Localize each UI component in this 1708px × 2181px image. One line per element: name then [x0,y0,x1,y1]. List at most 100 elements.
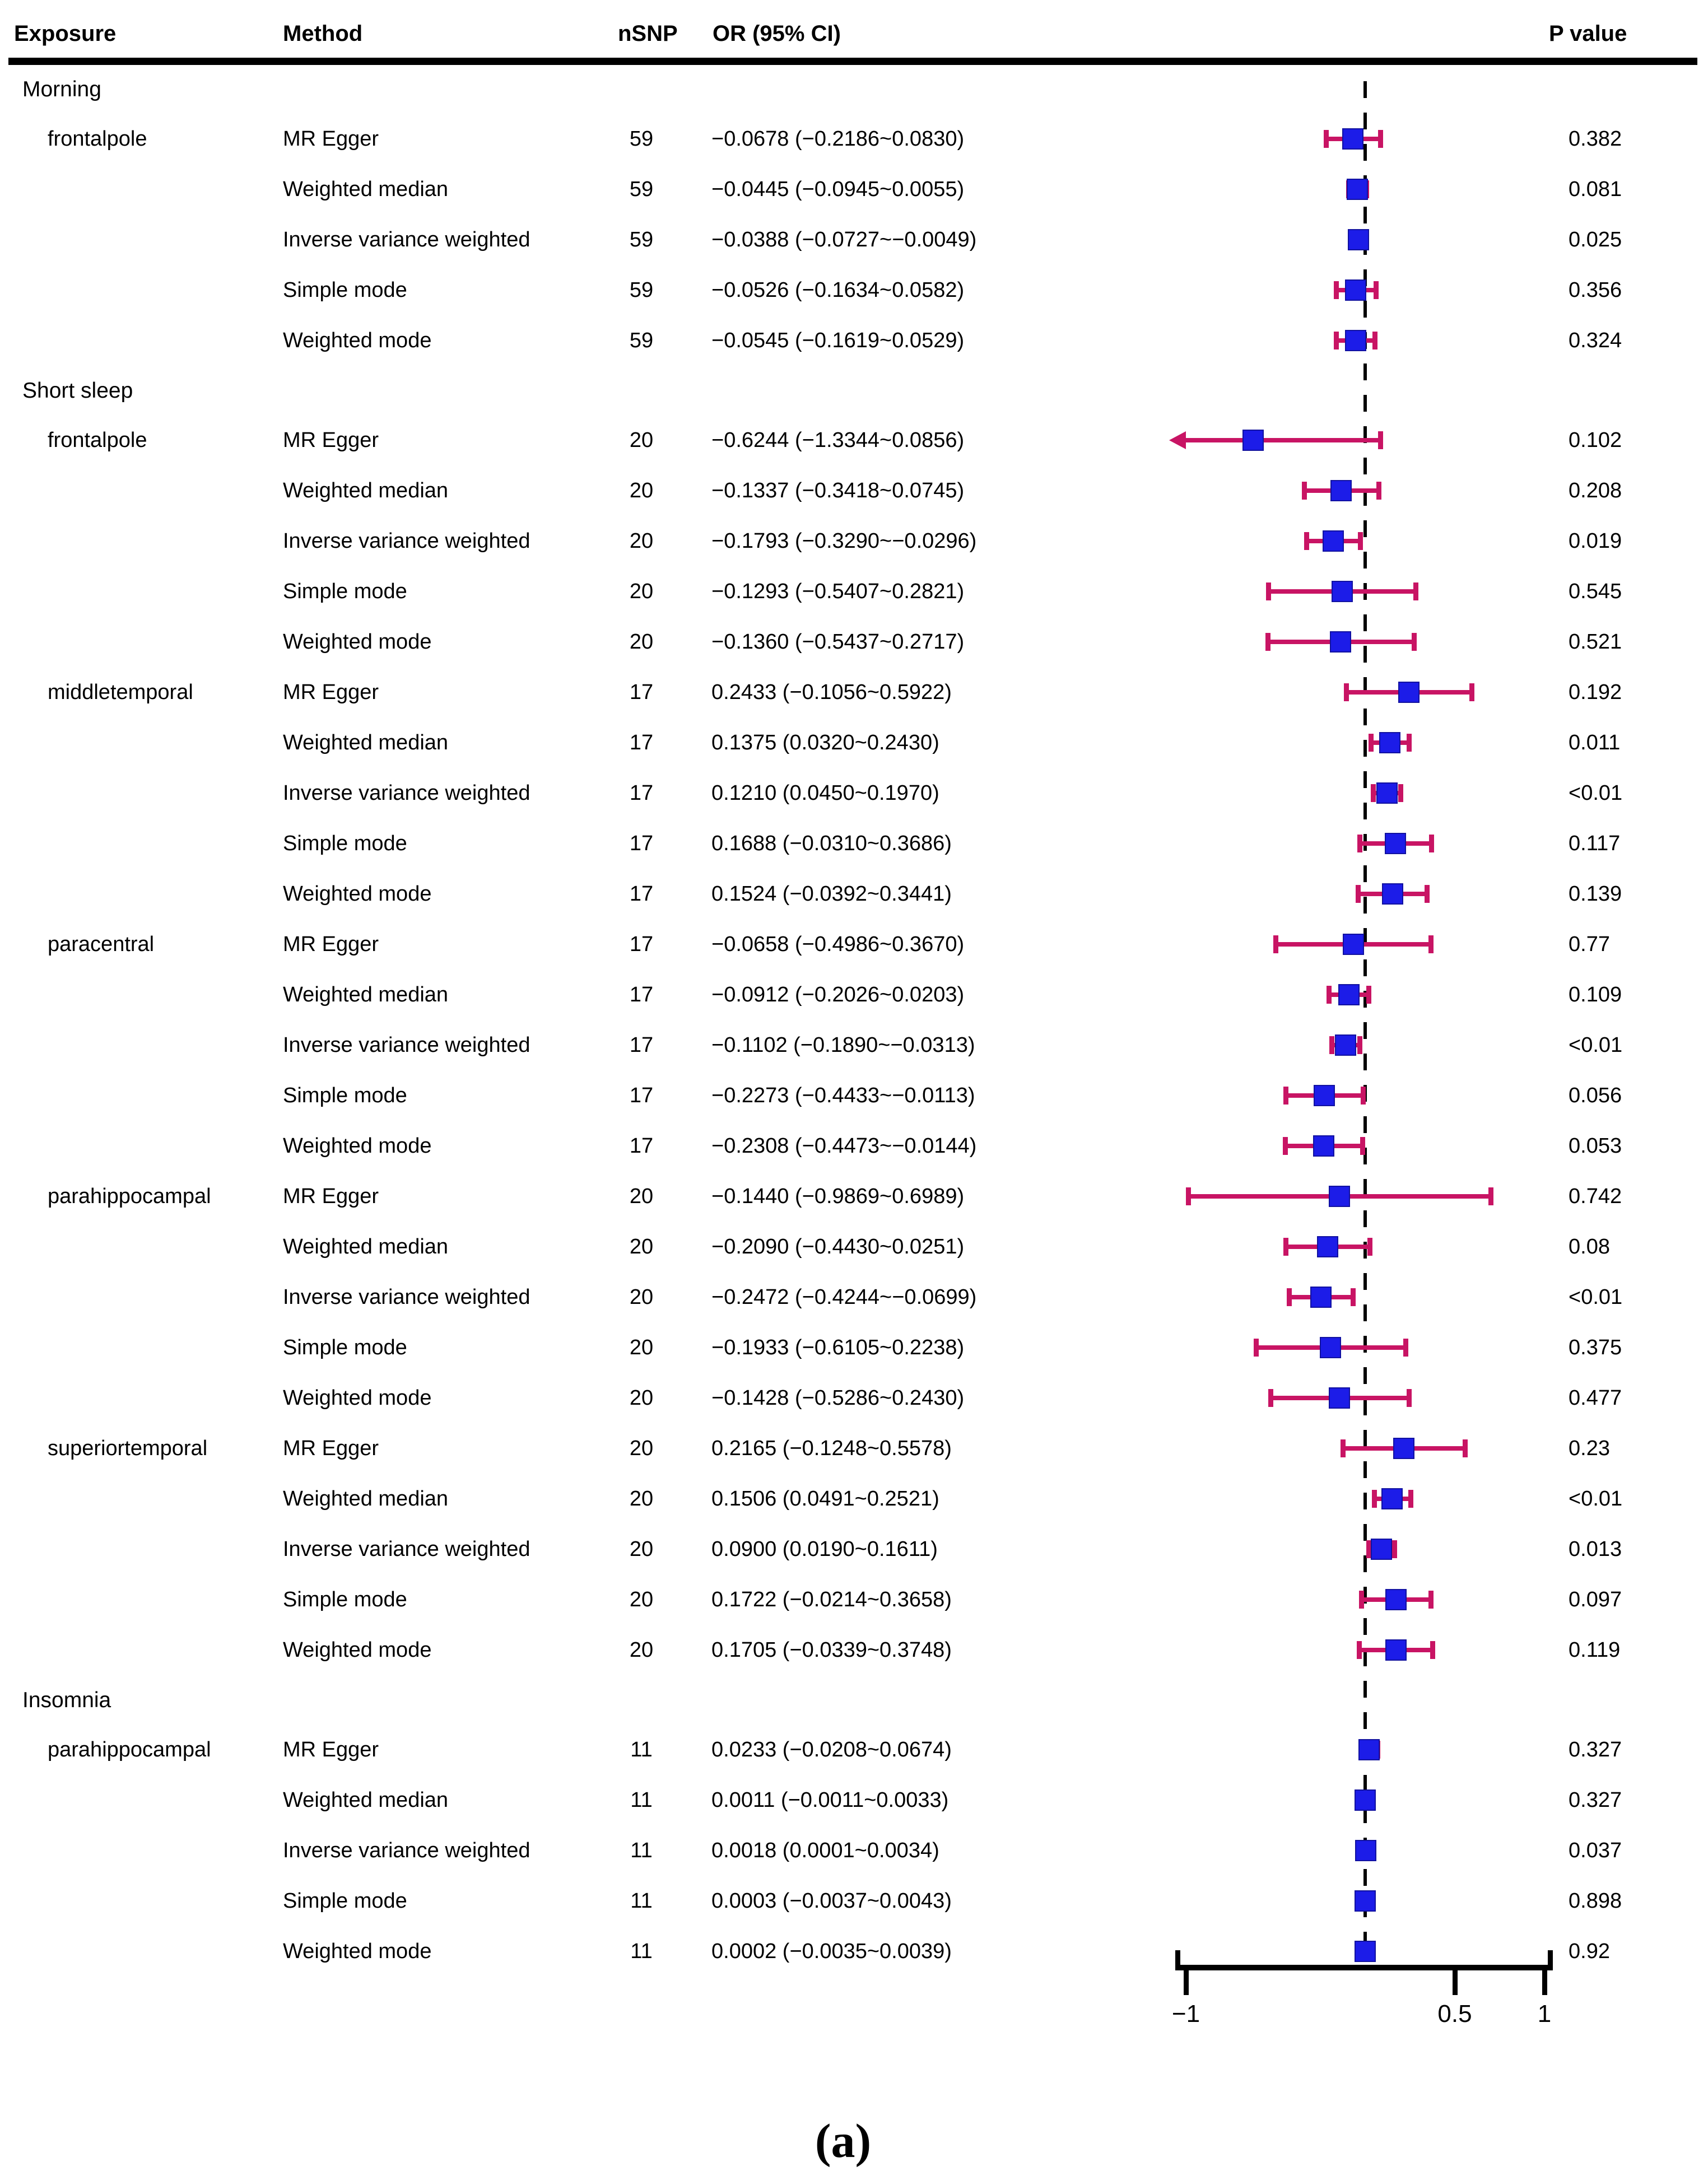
method-cell: Weighted mode [283,1134,432,1158]
method-cell: Inverse variance weighted [283,228,530,251]
method-cell: MR Egger [283,933,379,956]
ci-right-cap [1413,582,1419,600]
or-ci-cell: 0.1506 (0.0491~0.2521) [711,1487,939,1511]
p-value-cell: 0.327 [1569,1788,1622,1812]
ci-right-cap [1367,1238,1373,1256]
ci-right-cap [1469,683,1474,701]
nsnp-cell: 17 [629,882,654,906]
nsnp-cell: 59 [629,329,654,352]
or-ci-cell: −0.0545 (−0.1619~0.0529) [711,329,965,352]
ci-left-cap [1341,1439,1346,1457]
p-value-cell: 0.019 [1569,529,1622,553]
or-ci-cell: 0.0900 (0.0190~0.1611) [711,1537,938,1561]
p-value-cell: <0.01 [1569,1285,1623,1309]
ci-right-cap [1391,1540,1397,1558]
method-cell: Weighted median [283,1487,449,1511]
or-point-marker [1355,1789,1376,1811]
ci-right-cap [1428,835,1434,852]
or-point-marker [1355,1941,1376,1962]
p-value-cell: 0.053 [1569,1134,1622,1158]
or-ci-cell: −0.0678 (−0.2186~0.0830) [711,127,965,151]
nsnp-cell: 59 [629,178,654,201]
or-ci-cell: −0.2308 (−0.4473~−0.0144) [711,1134,977,1158]
or-ci-cell: 0.0011 (−0.0011~0.0033) [711,1788,949,1812]
ci-right-cap [1361,1087,1366,1105]
method-cell: Weighted mode [283,882,432,906]
ci-left-cap [1265,582,1271,600]
p-value-cell: 0.324 [1569,329,1622,352]
ci-right-cap [1360,1137,1366,1155]
ci-left-cap [1253,1339,1259,1357]
ci-right-cap [1406,734,1412,752]
x-axis-label-1: 1 [1537,2000,1552,2028]
nsnp-cell: 20 [629,529,654,553]
exposure-section-label: Short sleep [22,379,133,403]
or-point-marker [1314,1085,1335,1106]
method-cell: Inverse variance weighted [283,1839,530,1862]
p-value-cell: 0.102 [1569,428,1622,452]
ci-left-cap [1265,633,1271,651]
method-cell: MR Egger [283,127,379,151]
or-point-marker [1322,530,1344,552]
method-cell: Weighted mode [283,329,432,352]
or-point-marker [1317,1236,1339,1257]
nsnp-cell: 20 [629,1235,654,1259]
or-ci-cell: 0.0233 (−0.0208~0.0674) [711,1738,952,1761]
ci-whisker-bar [1186,438,1381,442]
or-point-marker [1376,782,1398,804]
exposure-region-label: parahippocampal [48,1738,211,1761]
or-point-marker [1398,682,1420,703]
nsnp-cell: 20 [629,1386,654,1410]
ci-left-cap [1334,332,1339,349]
method-cell: Weighted median [283,1235,449,1259]
ci-left-cap [1333,281,1339,299]
ci-left-cap [1357,835,1363,852]
or-point-marker [1355,1840,1376,1861]
nsnp-cell: 20 [629,1588,654,1611]
nsnp-cell: 20 [629,1285,654,1309]
nsnp-cell: 20 [629,428,654,452]
p-value-cell: 0.477 [1569,1386,1622,1410]
method-cell: Weighted mode [283,630,432,654]
or-ci-cell: −0.0912 (−0.2026~0.0203) [711,983,965,1006]
method-cell: Simple mode [283,1889,407,1913]
or-ci-cell: −0.1102 (−0.1890~−0.0313) [711,1033,975,1057]
ci-left-cap [1344,683,1349,701]
or-point-marker [1393,1438,1415,1459]
nsnp-cell: 17 [629,1134,654,1158]
method-cell: Weighted median [283,178,449,201]
nsnp-cell: 11 [630,1788,653,1812]
column-header-exposure: Exposure [14,21,117,46]
p-value-cell: 0.23 [1569,1437,1610,1460]
or-ci-cell: −0.0658 (−0.4986~0.3670) [711,933,965,956]
exposure-region-label: superiortemporal [48,1437,208,1460]
nsnp-cell: 17 [629,933,654,956]
method-cell: Simple mode [283,580,407,603]
or-point-marker [1344,330,1366,351]
method-cell: Inverse variance weighted [283,781,530,805]
x-axis-label-neg1: −1 [1171,2000,1200,2028]
nsnp-cell: 17 [629,983,654,1006]
or-point-marker [1385,833,1407,854]
ci-left-cap [1371,1490,1377,1508]
method-cell: Simple mode [283,1084,407,1107]
nsnp-cell: 11 [630,1738,653,1761]
figure-caption: (a) [815,2114,872,2168]
column-header-or-ci: OR (95% CI) [713,21,841,46]
or-ci-cell: −0.6244 (−1.3344~0.0856) [711,428,965,452]
ci-right-cap [1425,885,1430,903]
or-point-marker [1334,1034,1356,1056]
method-cell: MR Egger [283,681,379,704]
method-cell: Inverse variance weighted [283,529,530,553]
or-point-marker [1385,1639,1407,1661]
method-cell: Inverse variance weighted [283,1537,530,1561]
nsnp-cell: 20 [629,1638,654,1662]
or-ci-cell: 0.1722 (−0.0214~0.3658) [711,1588,952,1611]
ci-left-cap [1327,986,1332,1004]
p-value-cell: 0.327 [1569,1738,1622,1761]
ci-right-cap [1350,1288,1356,1306]
method-cell: MR Egger [283,1437,379,1460]
nsnp-cell: 59 [629,228,654,251]
or-point-marker [1330,480,1352,501]
